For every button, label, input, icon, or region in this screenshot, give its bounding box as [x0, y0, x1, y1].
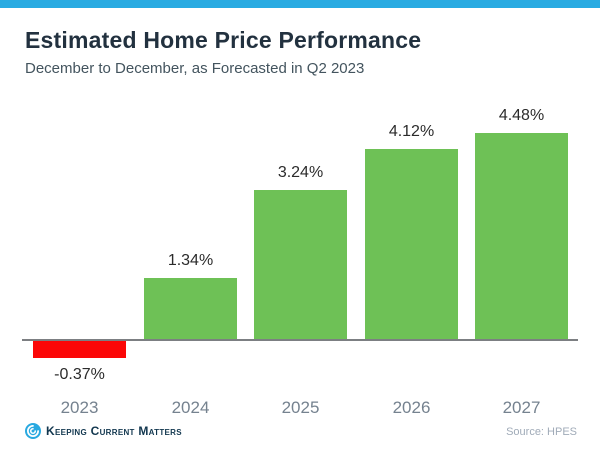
bar-value-label-2025: 3.24%	[277, 164, 324, 181]
x-tick-label-2024: 2024	[171, 398, 210, 417]
bar-value-label-2027: 4.48%	[498, 107, 545, 124]
bar-2024	[144, 278, 237, 340]
top-accent-bar	[0, 0, 600, 8]
x-tick-label-2023: 2023	[60, 398, 99, 417]
x-axis-line	[22, 339, 578, 341]
brand-name: Keeping Current Matters	[46, 424, 182, 438]
page-title: Estimated Home Price Performance	[25, 27, 422, 53]
bar-value-label-2023: -0.37%	[54, 366, 105, 383]
kcm-logo: Keeping Current Matters	[25, 423, 182, 439]
bar-2026	[365, 149, 458, 340]
bar-2023	[33, 341, 126, 358]
x-tick-label-2026: 2026	[392, 398, 431, 417]
kcm-swirl-icon	[25, 423, 41, 439]
bar-value-label-2026: 4.12%	[388, 123, 435, 140]
bar-value-label-2024: 1.34%	[167, 252, 214, 269]
bar-2027	[475, 133, 568, 340]
x-tick-label-2027: 2027	[502, 398, 541, 417]
bar-2025	[254, 190, 347, 340]
page-subtitle: December to December, as Forecasted in Q…	[25, 60, 365, 77]
x-tick-label-2025: 2025	[281, 398, 320, 417]
source-label: Source: HPES	[506, 426, 577, 438]
